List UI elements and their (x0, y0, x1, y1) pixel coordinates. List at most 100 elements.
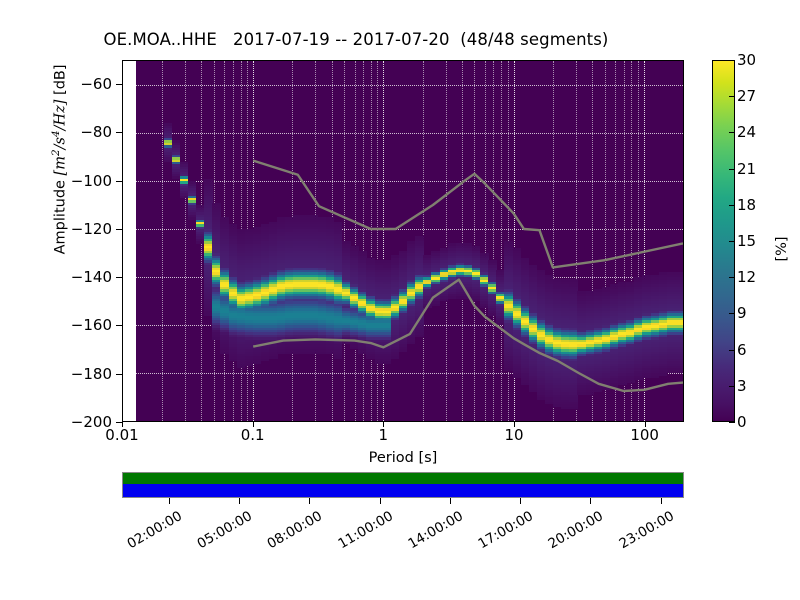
histogram-cell (244, 351, 254, 354)
histogram-cell (236, 322, 246, 326)
histogram-cell (674, 322, 683, 326)
histogram-cell (504, 344, 513, 347)
histogram-cell (382, 329, 392, 333)
histogram-cell (342, 260, 351, 263)
histogram-cell (609, 365, 619, 369)
histogram-cell (382, 313, 392, 316)
histogram-cell (293, 236, 302, 239)
histogram-cell (642, 291, 651, 294)
histogram-cell (455, 255, 465, 258)
histogram-cell (520, 327, 530, 330)
histogram-cell (301, 313, 310, 316)
y-tick-mark (116, 228, 122, 230)
histogram-cell (309, 214, 319, 218)
histogram-cell (674, 313, 683, 316)
histogram-cell (204, 205, 213, 208)
histogram-cell (463, 267, 473, 270)
histogram-cell (471, 274, 481, 278)
histogram-cell (609, 293, 619, 297)
histogram-cell (374, 315, 384, 318)
histogram-cell (252, 320, 262, 323)
timeline-coverage-bar[interactable] (122, 472, 684, 498)
histogram-cell (374, 339, 384, 342)
histogram-cell (269, 334, 278, 338)
histogram-cell (585, 291, 595, 294)
histogram-cell (260, 224, 270, 227)
histogram-cell (585, 334, 595, 338)
y-tick-label: −60 (80, 75, 112, 94)
histogram-cell (244, 332, 254, 335)
histogram-cell (504, 337, 513, 340)
histogram-cell (317, 250, 327, 254)
histogram-cell (358, 334, 367, 338)
histogram-cell (390, 279, 400, 282)
histogram-cell (325, 351, 335, 354)
histogram-cell (512, 363, 521, 366)
y-tick-label: −100 (70, 171, 112, 190)
histogram-cell (293, 269, 302, 273)
histogram-cell (528, 389, 538, 393)
histogram-cell (626, 361, 635, 364)
histogram-cell (334, 341, 343, 345)
histogram-cell (358, 267, 367, 270)
histogram-cell (634, 365, 643, 369)
histogram-cell (196, 214, 205, 218)
histogram-cell (301, 296, 310, 299)
histogram-cell (512, 334, 521, 338)
histogram-cell (212, 279, 221, 282)
histogram-cell (309, 327, 319, 330)
histogram-cell (163, 137, 173, 141)
histogram-cell (650, 291, 659, 294)
histogram-cell (423, 257, 432, 261)
histogram-cell (260, 260, 270, 263)
histogram-cell (520, 363, 530, 366)
histogram-cell (561, 382, 570, 386)
histogram-cell (220, 344, 229, 347)
histogram-cell (439, 279, 448, 282)
histogram-cell (447, 279, 457, 282)
histogram-cell (658, 351, 668, 354)
histogram-cell (553, 329, 562, 333)
ppsd-axes[interactable] (122, 60, 684, 422)
histogram-cell (277, 293, 286, 297)
histogram-cell (666, 370, 676, 374)
histogram-cell (228, 267, 237, 270)
histogram-cell (212, 231, 221, 234)
histogram-cell (334, 293, 343, 297)
histogram-cell (317, 320, 327, 323)
histogram-cell (285, 250, 294, 254)
histogram-cell (626, 368, 635, 371)
histogram-cell (569, 279, 578, 282)
histogram-cell (674, 370, 683, 374)
histogram-cell (674, 351, 683, 354)
histogram-cell (293, 327, 302, 330)
histogram-cell (658, 315, 668, 318)
histogram-cell (179, 195, 189, 198)
histogram-cell (593, 387, 603, 390)
histogram-cell (163, 154, 173, 158)
histogram-cell (374, 320, 384, 323)
histogram-cell (545, 327, 554, 330)
histogram-cell (439, 267, 448, 270)
histogram-cell (504, 358, 513, 362)
histogram-cell (285, 346, 294, 350)
histogram-cell (204, 281, 213, 285)
histogram-cell (252, 351, 262, 354)
histogram-cell (398, 315, 408, 318)
histogram-cell (301, 274, 310, 278)
histogram-cell (334, 356, 343, 359)
histogram-cell (626, 301, 635, 304)
histogram-cell (350, 313, 359, 316)
histogram-cell (398, 293, 408, 297)
histogram-cell (317, 274, 327, 278)
histogram-cell (228, 349, 237, 352)
histogram-cell (236, 363, 246, 366)
histogram-cell (204, 277, 213, 280)
histogram-cell (285, 325, 294, 328)
histogram-cell (204, 241, 213, 244)
histogram-cell (171, 159, 181, 162)
histogram-cell (447, 260, 457, 263)
histogram-cell (674, 284, 683, 287)
histogram-cell (528, 298, 538, 302)
histogram-cell (593, 339, 603, 342)
